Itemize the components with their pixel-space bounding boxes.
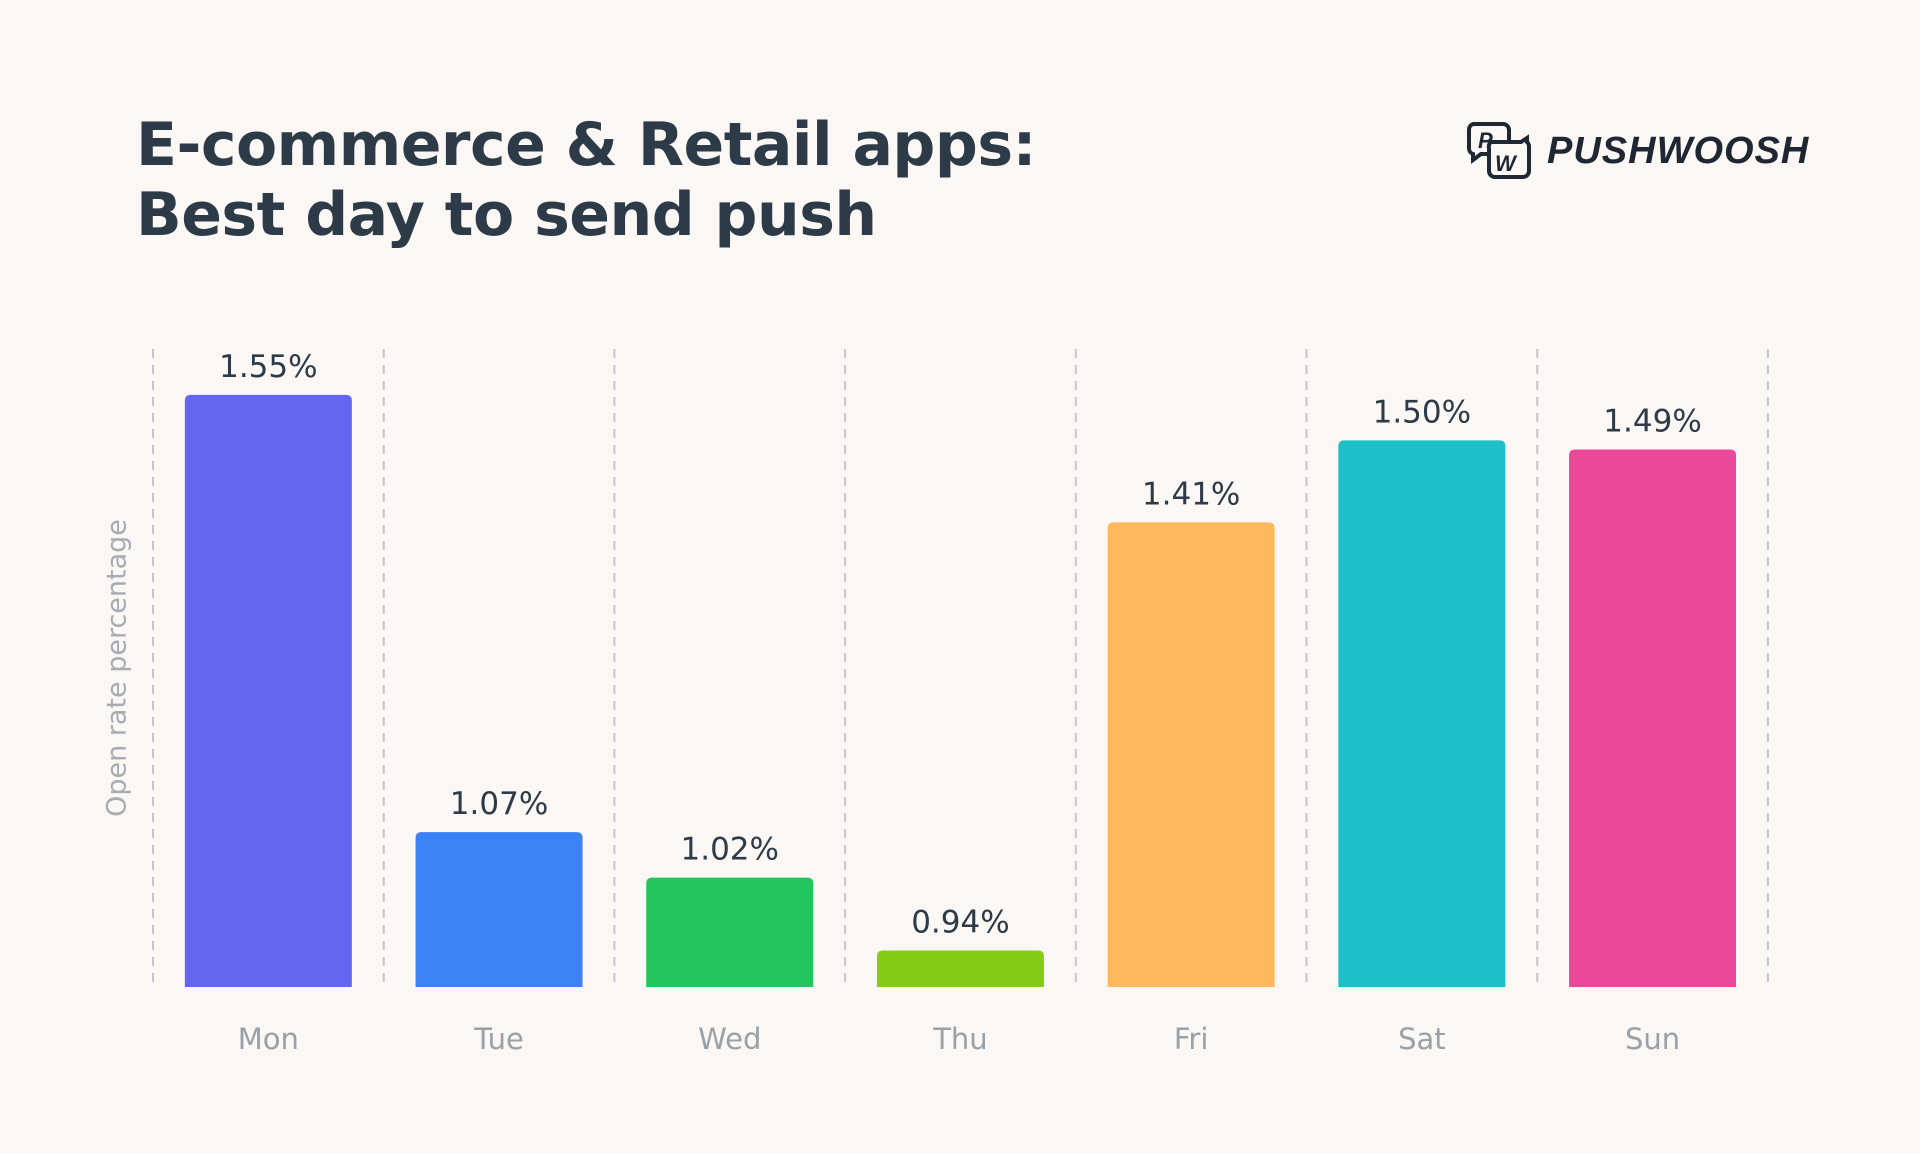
x-tick-label: Wed [698,1022,761,1056]
bar-wed [646,877,814,987]
bar-thu [876,950,1044,987]
x-tick-label: Mon [238,1022,299,1056]
svg-text:P: P [1478,128,1493,153]
x-tick-label: Thu [932,1022,987,1056]
brand-name: PUSHWOOSH [1547,129,1810,172]
x-tick-label: Sun [1625,1022,1680,1056]
chart-title: E-commerce & Retail apps: Best day to se… [136,110,1037,250]
data-label: 1.50% [1373,394,1471,430]
bar-mon [184,394,352,988]
svg-text:W: W [1495,151,1518,176]
title-line-1: E-commerce & Retail apps: [136,110,1037,180]
pushwoosh-logo-icon: P W [1467,122,1531,179]
pushwoosh-logo: P W PUSHWOOSH [1465,120,1809,182]
data-label: 0.94% [911,905,1009,941]
x-tick-label: Sat [1398,1022,1446,1056]
x-tick-label: Tue [473,1022,524,1056]
data-label: 1.41% [1142,476,1240,512]
bar-fri [1107,522,1275,987]
data-label: 1.02% [681,832,779,868]
data-label: 1.49% [1603,404,1701,440]
title-line-2: Best day to send push [136,180,877,250]
x-tick-label: Fri [1174,1022,1209,1056]
bar-tue [415,832,583,987]
bar-sat [1338,440,1506,987]
data-label: 1.55% [219,349,317,385]
bar-sun [1569,449,1737,987]
data-label: 1.07% [450,786,548,822]
